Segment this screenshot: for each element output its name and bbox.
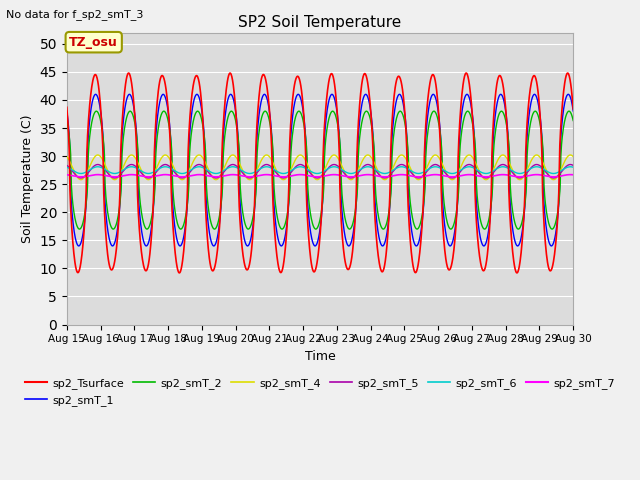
sp2_smT_5 (509, 171, 517, 177)
Y-axis label: Soil Temperature (C): Soil Temperature (C) (21, 114, 34, 243)
sp2_smT_7 (566, 172, 574, 178)
sp2_smT_1 (465, 93, 472, 99)
sp2_smT_7 (399, 172, 406, 178)
sp2_smT_2 (399, 111, 406, 117)
sp2_smT_7 (77, 174, 84, 180)
sp2_Tsurface (513, 270, 521, 276)
sp2_smT_4 (399, 152, 406, 158)
sp2_smT_6 (399, 164, 406, 170)
sp2_smT_6 (570, 164, 577, 170)
sp2_smT_2 (565, 108, 573, 114)
sp2_smT_4 (176, 176, 184, 181)
sp2_smT_2 (509, 213, 517, 219)
sp2_smT_7 (63, 172, 70, 178)
sp2_smT_4 (566, 152, 574, 158)
sp2_Tsurface (63, 105, 70, 110)
sp2_smT_7 (570, 172, 577, 178)
sp2_smT_6 (566, 164, 574, 169)
sp2_smT_5 (465, 162, 472, 168)
X-axis label: Time: Time (305, 350, 335, 363)
sp2_smT_2 (176, 226, 184, 231)
sp2_smT_7 (232, 172, 240, 178)
sp2_smT_5 (164, 162, 172, 168)
sp2_smT_4 (164, 153, 172, 159)
sp2_Tsurface (175, 270, 183, 276)
sp2_Tsurface (570, 106, 577, 112)
sp2_smT_1 (164, 104, 172, 110)
Line: sp2_smT_6: sp2_smT_6 (67, 167, 573, 173)
sp2_smT_2 (465, 109, 472, 115)
sp2_smT_1 (570, 108, 577, 114)
sp2_smT_5 (566, 162, 574, 168)
sp2_smT_2 (232, 122, 240, 128)
sp2_smT_1 (63, 108, 70, 114)
sp2_smT_7 (509, 173, 517, 179)
sp2_smT_5 (232, 163, 240, 169)
sp2_smT_2 (164, 115, 172, 121)
sp2_smT_1 (232, 115, 240, 120)
sp2_smT_6 (509, 168, 517, 174)
sp2_smT_1 (176, 243, 184, 249)
sp2_smT_7 (465, 172, 472, 178)
sp2_smT_5 (63, 163, 70, 168)
sp2_smT_7 (176, 174, 184, 180)
sp2_smT_4 (77, 177, 84, 182)
sp2_smT_1 (564, 92, 572, 97)
sp2_smT_6 (63, 164, 70, 170)
sp2_smT_6 (77, 170, 84, 176)
sp2_Tsurface (398, 84, 406, 90)
Line: sp2_smT_2: sp2_smT_2 (67, 111, 573, 229)
Text: No data for f_sp2_smT_3: No data for f_sp2_smT_3 (6, 9, 144, 20)
Legend: sp2_Tsurface, sp2_smT_1, sp2_smT_2, sp2_smT_4, sp2_smT_5, sp2_smT_6, sp2_smT_7: sp2_Tsurface, sp2_smT_1, sp2_smT_2, sp2_… (20, 374, 620, 410)
sp2_smT_5 (77, 175, 84, 181)
sp2_smT_1 (75, 243, 83, 249)
sp2_smT_6 (176, 170, 184, 176)
Line: sp2_smT_7: sp2_smT_7 (67, 175, 573, 177)
sp2_smT_6 (465, 164, 472, 169)
sp2_smT_7 (164, 172, 172, 178)
sp2_smT_5 (570, 163, 577, 168)
Line: sp2_smT_4: sp2_smT_4 (67, 155, 573, 180)
sp2_Tsurface (462, 70, 470, 76)
sp2_Tsurface (163, 95, 171, 101)
sp2_smT_1 (509, 231, 517, 237)
sp2_smT_2 (63, 118, 70, 123)
sp2_smT_4 (570, 154, 577, 159)
sp2_smT_6 (232, 165, 240, 170)
sp2_smT_2 (76, 226, 83, 232)
sp2_smT_2 (570, 118, 577, 123)
sp2_smT_4 (63, 154, 70, 159)
sp2_Tsurface (465, 77, 472, 83)
sp2_smT_5 (176, 174, 184, 180)
sp2_smT_6 (164, 164, 172, 170)
sp2_smT_5 (399, 162, 406, 168)
Line: sp2_smT_5: sp2_smT_5 (67, 165, 573, 178)
sp2_Tsurface (509, 255, 517, 261)
Line: sp2_Tsurface: sp2_Tsurface (67, 73, 573, 273)
Title: SP2 Soil Temperature: SP2 Soil Temperature (238, 15, 402, 30)
Line: sp2_smT_1: sp2_smT_1 (67, 95, 573, 246)
sp2_smT_4 (232, 155, 240, 161)
sp2_smT_4 (509, 169, 517, 175)
sp2_Tsurface (232, 112, 240, 118)
sp2_smT_1 (399, 97, 406, 103)
Text: TZ_osu: TZ_osu (69, 36, 118, 48)
sp2_smT_4 (465, 152, 472, 158)
